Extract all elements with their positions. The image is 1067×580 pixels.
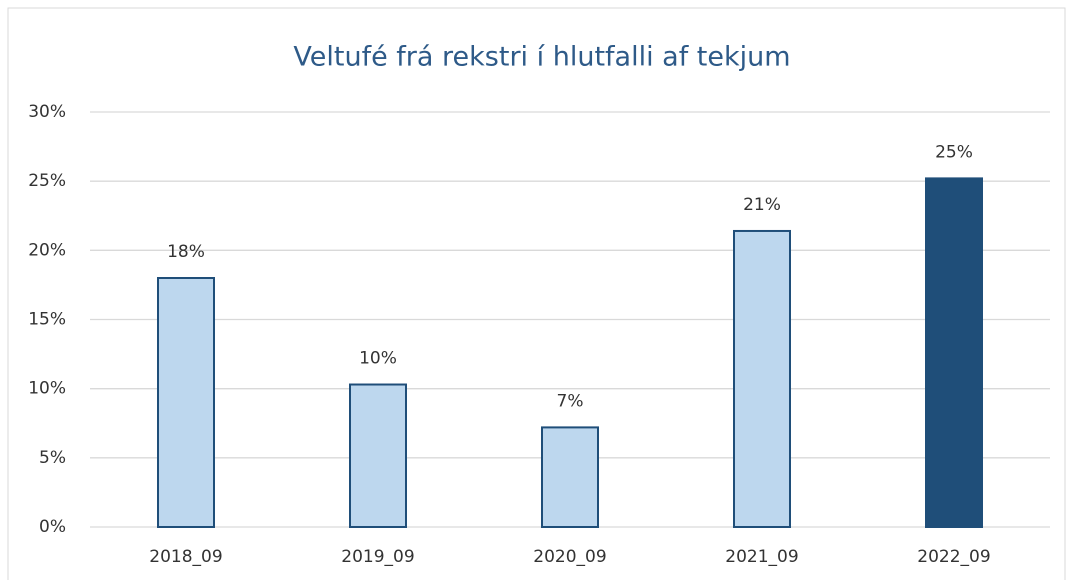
y-tick-label: 25%	[28, 171, 66, 191]
chart-border	[7, 7, 1066, 580]
bar	[733, 229, 791, 528]
y-tick-label: 15%	[28, 310, 66, 330]
y-tick-label: 20%	[28, 240, 66, 260]
y-tick-label: 5%	[39, 448, 66, 468]
bar	[157, 277, 215, 528]
data-label: 21%	[743, 195, 781, 215]
x-tick-label: 2020_09	[533, 547, 606, 567]
bar	[925, 177, 983, 528]
y-tick-label: 0%	[39, 517, 66, 537]
data-label: 7%	[557, 391, 584, 411]
data-label: 18%	[167, 242, 205, 262]
x-tick-label: 2019_09	[341, 547, 414, 567]
x-tick-label: 2021_09	[725, 547, 798, 567]
chart-title: Veltufé frá rekstri í hlutfalli af tekju…	[293, 42, 790, 73]
y-tick-label: 30%	[28, 102, 66, 122]
bar	[349, 383, 407, 528]
y-tick-label: 10%	[28, 379, 66, 399]
bar	[541, 426, 599, 528]
data-label: 10%	[359, 349, 397, 369]
data-label: 25%	[935, 142, 973, 162]
x-tick-label: 2018_09	[149, 547, 222, 567]
x-tick-label: 2022_09	[917, 547, 990, 567]
